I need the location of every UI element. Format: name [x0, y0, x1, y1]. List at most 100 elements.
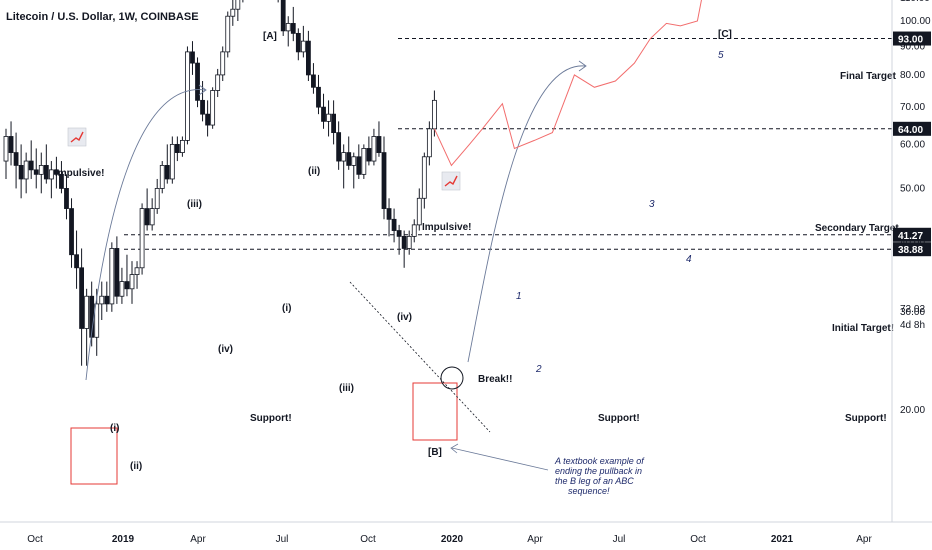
candle [28, 160, 34, 171]
candle [391, 218, 397, 231]
y-tick-label: 70.00 [900, 102, 925, 113]
y-tick-label: 50.00 [900, 183, 925, 194]
wave-5: 5 [718, 50, 724, 61]
impulsive-label-1: Impulsive! [55, 168, 104, 179]
break-circle [440, 366, 464, 390]
candle [154, 188, 160, 209]
x-tick-label: Oct [27, 534, 43, 545]
curve-arrow-2 [467, 65, 586, 363]
candle [99, 295, 105, 305]
price-tag-bg [893, 31, 931, 46]
chart-up-icon [441, 171, 461, 191]
candle [316, 86, 321, 108]
candle [321, 106, 326, 122]
curve-arrow-1 [85, 89, 206, 381]
y-tick-label: 60.00 [900, 139, 925, 150]
candle [114, 248, 120, 297]
candle [300, 40, 306, 53]
candle [205, 113, 211, 126]
candle [280, 0, 286, 32]
wave-3: 3 [649, 199, 655, 210]
candle [396, 230, 402, 237]
price-tag-text: 38.88 [898, 245, 923, 256]
candle [134, 267, 140, 275]
secondary-target-label: Secondary Target [815, 223, 899, 234]
candle [169, 143, 175, 180]
wave-i-2: (i) [282, 303, 291, 314]
candle [371, 136, 377, 162]
x-tick-label: 2019 [112, 534, 135, 545]
candle [104, 295, 110, 305]
x-tick-label: Jul [613, 534, 626, 545]
wave-b-box-2019 [412, 382, 458, 441]
candle [290, 23, 296, 34]
price-tag-text: 93.00 [898, 35, 923, 46]
wave-iv-2: (iv) [397, 312, 412, 323]
textbook-pointer [451, 447, 549, 471]
candle [411, 224, 417, 237]
candle [225, 15, 231, 53]
level-lines [124, 38, 892, 250]
textbook-note: A textbook example of ending the pullbac… [554, 456, 645, 496]
y-tick-label: 90.00 [900, 41, 925, 52]
candle [33, 169, 39, 175]
x-tick-label: Oct [360, 534, 376, 545]
price-tag-bg [893, 242, 931, 257]
candle [361, 148, 367, 175]
candle [139, 208, 145, 269]
candle [210, 90, 216, 126]
candle [331, 113, 337, 134]
wave-i-1: (i) [110, 423, 119, 434]
candle [124, 281, 130, 290]
x-tick-label: Oct [690, 534, 706, 545]
wave-C: [C] [718, 29, 732, 40]
candle [285, 23, 291, 32]
price-tag-bg [893, 227, 931, 242]
candle [230, 8, 236, 17]
candle [195, 62, 200, 101]
y-tick-label: 20.00 [900, 405, 925, 416]
candle [356, 156, 362, 175]
break-label: Break!! [478, 374, 512, 385]
support-label-3: Support! [845, 413, 887, 424]
y-tick-label: 110.00 [900, 0, 930, 4]
candle [305, 40, 311, 76]
candle-layer [3, 0, 437, 366]
curve-arrow-2-head [578, 60, 587, 72]
candle [159, 165, 165, 189]
wave-iii-1: (iii) [187, 199, 202, 210]
last-price-label: 72.02 [900, 304, 925, 315]
candle [59, 173, 64, 189]
wave-ii-1: (ii) [130, 461, 142, 472]
wave-iii-2: (iii) [339, 383, 354, 394]
candle [8, 136, 14, 153]
support-label-1: Support! [250, 413, 292, 424]
candle [149, 208, 155, 226]
candle [381, 152, 387, 209]
candle [416, 197, 422, 226]
svg-text:the B leg of an ABC: the B leg of an ABC [555, 476, 634, 486]
candle [190, 51, 195, 64]
candle [431, 99, 437, 130]
price-axis[interactable]: 160.00150.00140.00130.00120.00110.00100.… [891, 0, 931, 522]
svg-text:sequence!: sequence! [568, 486, 610, 496]
candle [421, 156, 427, 199]
candle [38, 165, 44, 175]
wave-iv-1: (iv) [218, 344, 233, 355]
candle [215, 74, 221, 91]
x-tick-label: Apr [856, 534, 872, 545]
x-tick-label: 2021 [771, 534, 794, 545]
time-axis[interactable]: Oct 2019 Apr Jul Oct 2020 Apr Jul Oct 2021 Apr [0, 521, 932, 545]
y-tick-label: 80.00 [900, 70, 925, 81]
candle [23, 160, 29, 180]
candle [220, 51, 226, 76]
initial-target-label: Initial Target! [832, 323, 894, 334]
wave-2: 2 [535, 364, 542, 375]
candle [376, 136, 382, 153]
candle [164, 165, 170, 180]
candle [426, 128, 432, 158]
candle [48, 169, 54, 180]
candle [18, 165, 24, 180]
